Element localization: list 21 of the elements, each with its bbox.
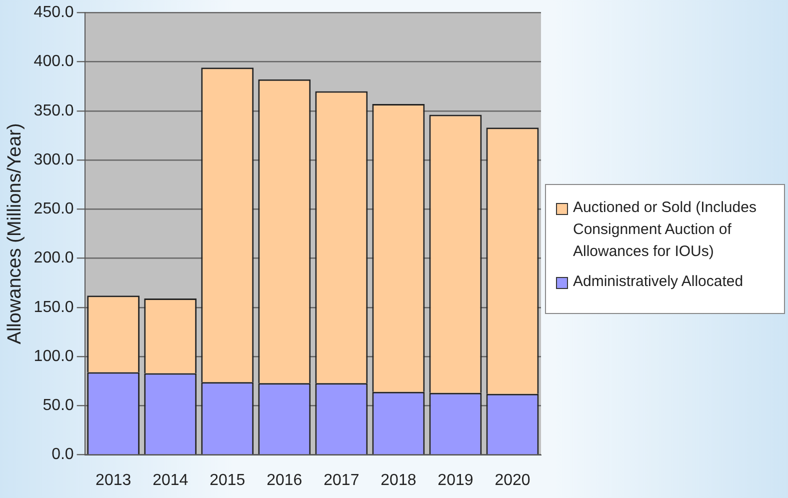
y-tick-label: 300.0: [34, 151, 74, 168]
y-tick-label: 250.0: [34, 200, 74, 218]
y-tick-label: 50.0: [42, 397, 74, 414]
y-tick-label: 350.0: [34, 102, 74, 120]
y-tick-label: 150.0: [34, 298, 74, 316]
x-tick-label: 2013: [96, 472, 132, 489]
x-tick-label: 2018: [380, 472, 416, 489]
y-tick-label: 200.0: [34, 250, 74, 267]
text: Auctioned or Sold (Includes Consignment Auction of Allowances for IOUs): [573, 198, 758, 262]
x-tick-label: 2019: [438, 472, 474, 489]
y-tick-label: 400.0: [34, 53, 74, 70]
y-tick-label: 100.0: [34, 348, 74, 365]
legend-label: Administratively Allocated: [573, 272, 744, 292]
y-tick-label: 0.0: [52, 446, 74, 464]
x-tick-label: 2014: [152, 472, 188, 489]
y-axis-title: Allowances (Millions/Year): [4, 123, 26, 344]
x-tick-label: 2020: [494, 472, 530, 489]
y-tick-label: 450.0: [34, 4, 74, 22]
x-tick-label: 2017: [324, 472, 360, 489]
x-tick-label: 2015: [210, 472, 246, 489]
x-tick-label: 2016: [266, 472, 302, 489]
